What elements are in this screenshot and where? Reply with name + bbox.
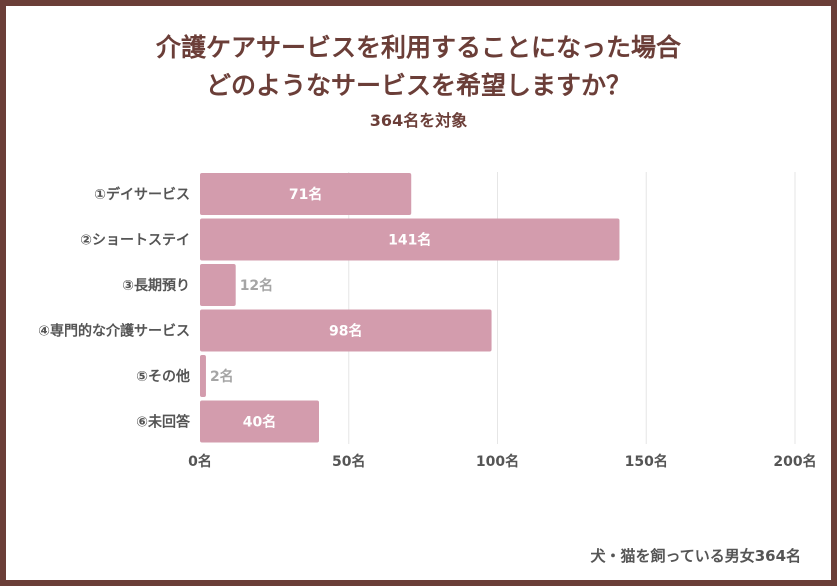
value-label: 71名 [289,186,322,203]
category-label: ⑤その他 [136,368,190,385]
x-tick-label: 0名 [188,453,212,470]
value-label: 40名 [243,414,276,431]
chart-title-line1: 介護ケアサービスを利用することになった場合 [155,33,681,62]
bar [200,173,412,215]
value-label: 12名 [240,277,273,294]
value-label: 141名 [388,232,431,249]
category-label: ②ショートステイ [80,233,190,249]
value-label: 98名 [329,323,362,340]
category-label: ③長期預り [122,278,190,294]
bar [200,264,236,306]
x-tick-label: 100名 [476,453,519,470]
bar [200,355,206,397]
x-tick-label: 50名 [332,453,365,470]
category-label: ④専門的な介護サービス [38,323,190,340]
chart-title-line2: どのようなサービスを希望しますか？ [205,71,631,100]
x-tick-label: 150名 [625,453,668,470]
category-label: ⑥未回答 [136,414,191,431]
bar [200,309,492,352]
value-label: 2名 [210,368,234,385]
bar [200,218,620,261]
bar [200,400,319,443]
category-label: ①デイサービス [94,186,190,203]
x-tick-label: 200名 [773,453,816,470]
chart-subtitle: 364名を対象 [369,111,468,130]
footer-note: 犬・猫を飼っている男女364名 [590,547,801,565]
